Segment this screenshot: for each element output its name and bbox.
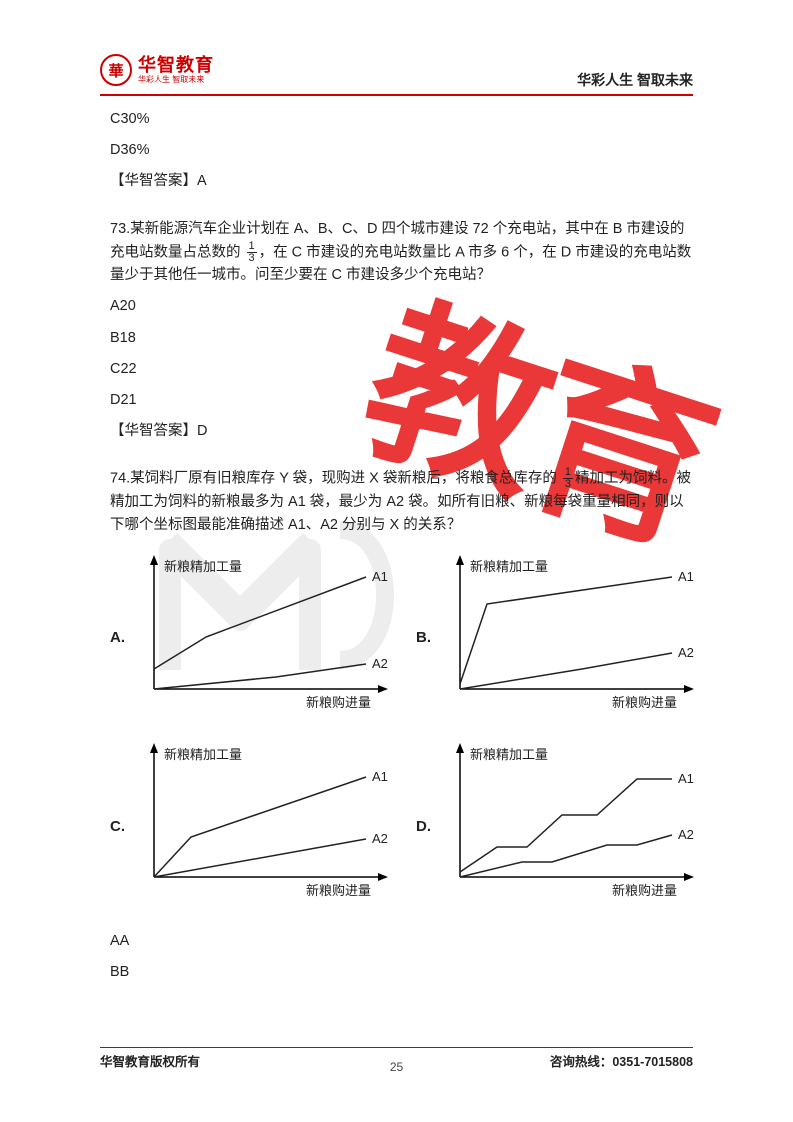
frac-num: 1 — [247, 241, 257, 253]
content: C30% D36% 【华智答案】A 73.某新能源汽车企业计划在 A、B、C、D… — [110, 108, 693, 992]
footer-right: 咨询热线：0351-7015808 — [550, 1051, 693, 1070]
q72-option-c: C30% — [110, 108, 693, 131]
svg-text:A2: A2 — [678, 827, 694, 842]
svg-text:新粮购进量: 新粮购进量 — [612, 695, 677, 710]
svg-text:新粮精加工量: 新粮精加工量 — [470, 559, 548, 574]
q73-option-a: A20 — [110, 295, 693, 318]
frac-den: 3 — [247, 253, 257, 264]
frac-den: 3 — [563, 479, 573, 490]
q73-stem: 73.某新能源汽车企业计划在 A、B、C、D 四个城市建设 72 个充电站，其中… — [110, 218, 693, 288]
q73-fraction: 13 — [247, 241, 257, 264]
svg-text:新粮精加工量: 新粮精加工量 — [470, 747, 548, 762]
header-slogan: 华彩人生 智取未来 — [577, 70, 693, 90]
q73-answer: 【华智答案】D — [110, 420, 693, 443]
logo-title: 华智教育 — [138, 56, 214, 74]
q74-text-a: .某饲料厂原有旧粮库存 Y 袋，现购进 X 袋新粮后，将粮食总库存的 — [126, 471, 557, 487]
svg-text:A1: A1 — [372, 769, 388, 784]
svg-text:A2: A2 — [372, 831, 388, 846]
svg-text:A1: A1 — [678, 569, 694, 584]
chart-c-cell: C. 新粮精加工量新粮购进量 A1 A2 — [110, 737, 396, 915]
svg-text:A1: A1 — [678, 771, 694, 786]
chart-a-cell: A. 新粮精加工量新粮购进量 A1 A2 — [110, 549, 396, 727]
chart-c: 新粮精加工量新粮购进量 A1 A2 — [136, 737, 396, 907]
q73-number: 73 — [110, 221, 126, 237]
svg-text:A2: A2 — [678, 645, 694, 660]
logo-text: 华智教育 华彩人生 智取未来 — [138, 56, 214, 84]
chart-a-label: A. — [110, 626, 125, 650]
q74-fraction: 13 — [563, 467, 573, 490]
svg-text:新粮购进量: 新粮购进量 — [306, 883, 371, 898]
svg-text:新粮精加工量: 新粮精加工量 — [164, 559, 242, 574]
svg-text:新粮精加工量: 新粮精加工量 — [164, 747, 242, 762]
q74-stem: 74.某饲料厂原有旧粮库存 Y 袋，现购进 X 袋新粮后，将粮食总库存的 13精… — [110, 467, 693, 537]
chart-b-cell: B. 新粮精加工量新粮购进量 A1 A2 — [416, 549, 702, 727]
svg-text:新粮购进量: 新粮购进量 — [306, 695, 371, 710]
footer-left: 华智教育版权所有 — [100, 1051, 200, 1070]
logo-subtitle: 华彩人生 智取未来 — [138, 76, 214, 84]
chart-a: 新粮精加工量新粮购进量 A1 A2 — [136, 549, 396, 719]
page-header: 華 华智教育 华彩人生 智取未来 华彩人生 智取未来 — [100, 54, 693, 96]
q74-option-aa: AA — [110, 930, 693, 953]
chart-b: 新粮精加工量新粮购进量 A1 A2 — [442, 549, 702, 719]
q74-number: 74 — [110, 471, 126, 487]
logo-icon: 華 — [100, 54, 132, 86]
chart-d-cell: D. 新粮精加工量新粮购进量 A1 A2 — [416, 737, 702, 915]
q73-option-b: B18 — [110, 327, 693, 350]
page: 教育 華 华智教育 华彩人生 智取未来 华彩人生 智取未来 C30% D36% … — [0, 0, 793, 1122]
svg-text:A1: A1 — [372, 569, 388, 584]
q72-option-d: D36% — [110, 139, 693, 162]
chart-d: 新粮精加工量新粮购进量 A1 A2 — [442, 737, 702, 907]
q73-option-c: C22 — [110, 358, 693, 381]
chart-b-label: B. — [416, 626, 431, 650]
svg-text:A2: A2 — [372, 656, 388, 671]
chart-d-label: D. — [416, 815, 431, 839]
chart-c-label: C. — [110, 815, 125, 839]
chart-grid: A. 新粮精加工量新粮购进量A1A2 B. 新粮精加工量新粮购进量A1A2 C.… — [110, 549, 693, 915]
q72-answer: 【华智答案】A — [110, 170, 693, 193]
svg-text:新粮购进量: 新粮购进量 — [612, 883, 677, 898]
q74-option-bb: BB — [110, 961, 693, 984]
page-number: 25 — [390, 1060, 403, 1074]
q73-option-d: D21 — [110, 389, 693, 412]
